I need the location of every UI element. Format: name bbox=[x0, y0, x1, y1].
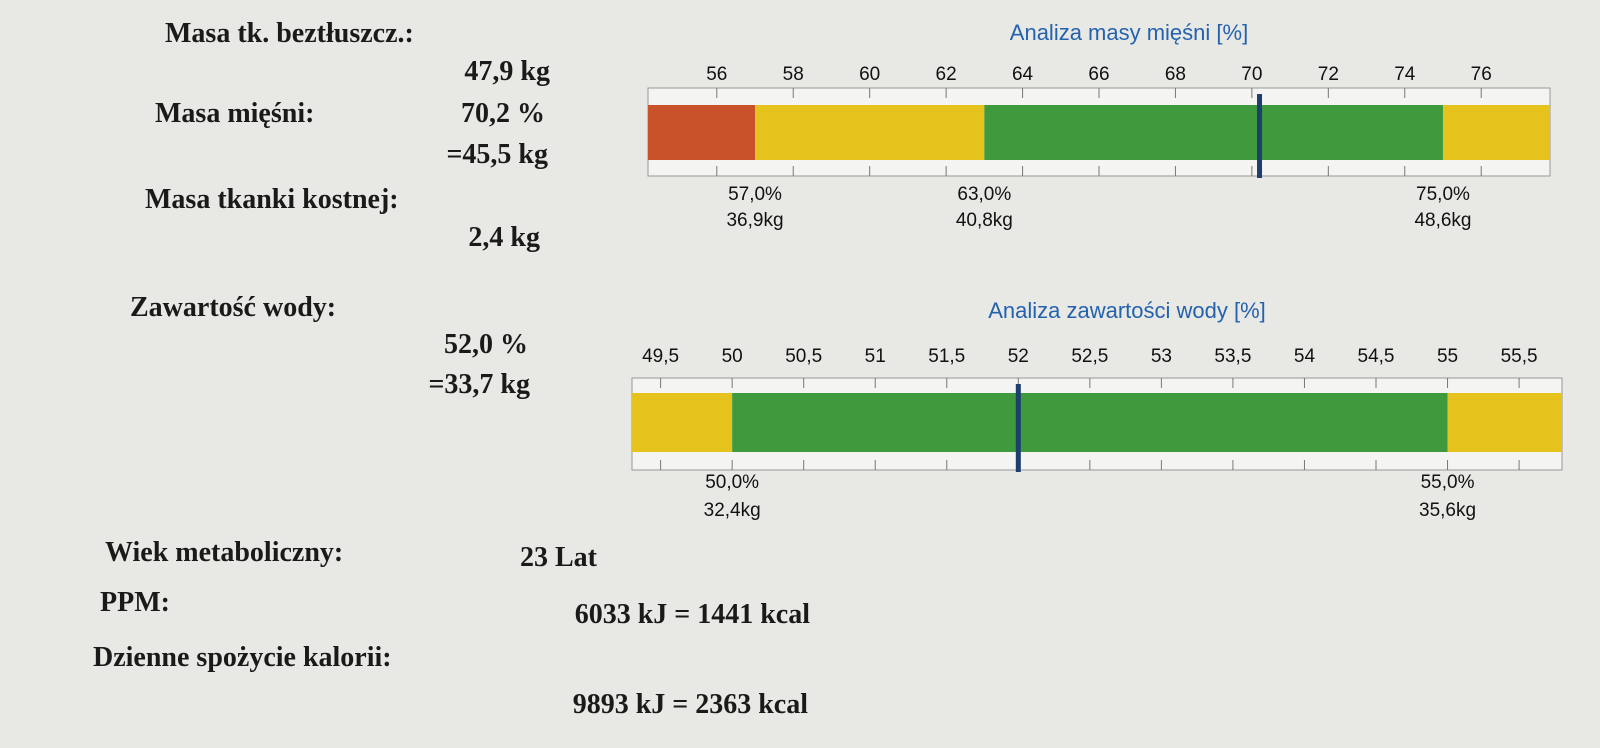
tick-label: 66 bbox=[1088, 64, 1109, 85]
tick-label: 64 bbox=[1012, 64, 1034, 85]
tick-label: 50 bbox=[722, 346, 743, 367]
value: =33,7 kg bbox=[428, 369, 530, 400]
zone bbox=[632, 393, 733, 452]
tick-label: 68 bbox=[1165, 64, 1186, 85]
tick-label: 54,5 bbox=[1358, 346, 1395, 367]
tick-label: 74 bbox=[1394, 64, 1416, 85]
label: Dzienne spożycie kalorii: bbox=[93, 642, 392, 673]
value: 52,0 % bbox=[444, 329, 528, 360]
tick-label: 70 bbox=[1241, 64, 1262, 85]
tick-label: 60 bbox=[859, 64, 880, 85]
tick-label: 49,5 bbox=[642, 346, 679, 367]
tick-label: 53,5 bbox=[1214, 346, 1251, 367]
zone bbox=[732, 393, 1448, 452]
value: 6033 kJ = 1441 kcal bbox=[575, 599, 811, 630]
tick-label: 51 bbox=[865, 346, 886, 367]
tick-label: 62 bbox=[936, 64, 957, 85]
value: 70,2 % bbox=[461, 98, 545, 129]
label: Masa tk. beztłuszcz.: bbox=[165, 18, 414, 49]
zone bbox=[1447, 393, 1562, 452]
threshold-label: 63,0% bbox=[957, 184, 1011, 205]
threshold-label: 57,0% bbox=[728, 184, 782, 205]
label: Masa mięśni: bbox=[155, 98, 314, 129]
value: 9893 kJ = 2363 kcal bbox=[573, 689, 809, 720]
tick-label: 72 bbox=[1318, 64, 1339, 85]
value: 47,9 kg bbox=[464, 56, 550, 87]
tick-label: 56 bbox=[706, 64, 727, 85]
tick-label: 58 bbox=[783, 64, 804, 85]
tick-label: 54 bbox=[1294, 346, 1316, 367]
tick-label: 76 bbox=[1471, 64, 1492, 85]
label: PPM: bbox=[100, 587, 170, 618]
tick-label: 55 bbox=[1437, 346, 1458, 367]
label: Wiek metaboliczny: bbox=[105, 537, 343, 568]
threshold-kg: 40,8kg bbox=[956, 210, 1013, 231]
tick-label: 51,5 bbox=[928, 346, 965, 367]
value: 2,4 kg bbox=[468, 222, 540, 253]
zone bbox=[984, 105, 1443, 160]
zone bbox=[648, 105, 756, 160]
tick-label: 53 bbox=[1151, 346, 1172, 367]
zone bbox=[1442, 105, 1550, 160]
threshold-label: 50,0% bbox=[705, 472, 759, 493]
value: =45,5 kg bbox=[446, 139, 548, 170]
threshold-kg: 35,6kg bbox=[1419, 500, 1476, 521]
tick-label: 50,5 bbox=[785, 346, 822, 367]
tick-label: 52,5 bbox=[1071, 346, 1108, 367]
gauge-title: Analiza masy mięśni [%] bbox=[1010, 20, 1248, 45]
threshold-label: 75,0% bbox=[1416, 184, 1470, 205]
tick-label: 52 bbox=[1008, 346, 1029, 367]
label: Zawartość wody: bbox=[130, 292, 336, 323]
threshold-kg: 48,6kg bbox=[1414, 210, 1471, 231]
zone bbox=[755, 105, 985, 160]
gauge-title: Analiza zawartości wody [%] bbox=[988, 298, 1266, 323]
label: Masa tkanki kostnej: bbox=[145, 184, 399, 215]
tick-label: 55,5 bbox=[1501, 346, 1538, 367]
threshold-kg: 36,9kg bbox=[726, 210, 783, 231]
threshold-kg: 32,4kg bbox=[704, 500, 761, 521]
threshold-label: 55,0% bbox=[1421, 472, 1475, 493]
value: 23 Lat bbox=[520, 542, 598, 573]
